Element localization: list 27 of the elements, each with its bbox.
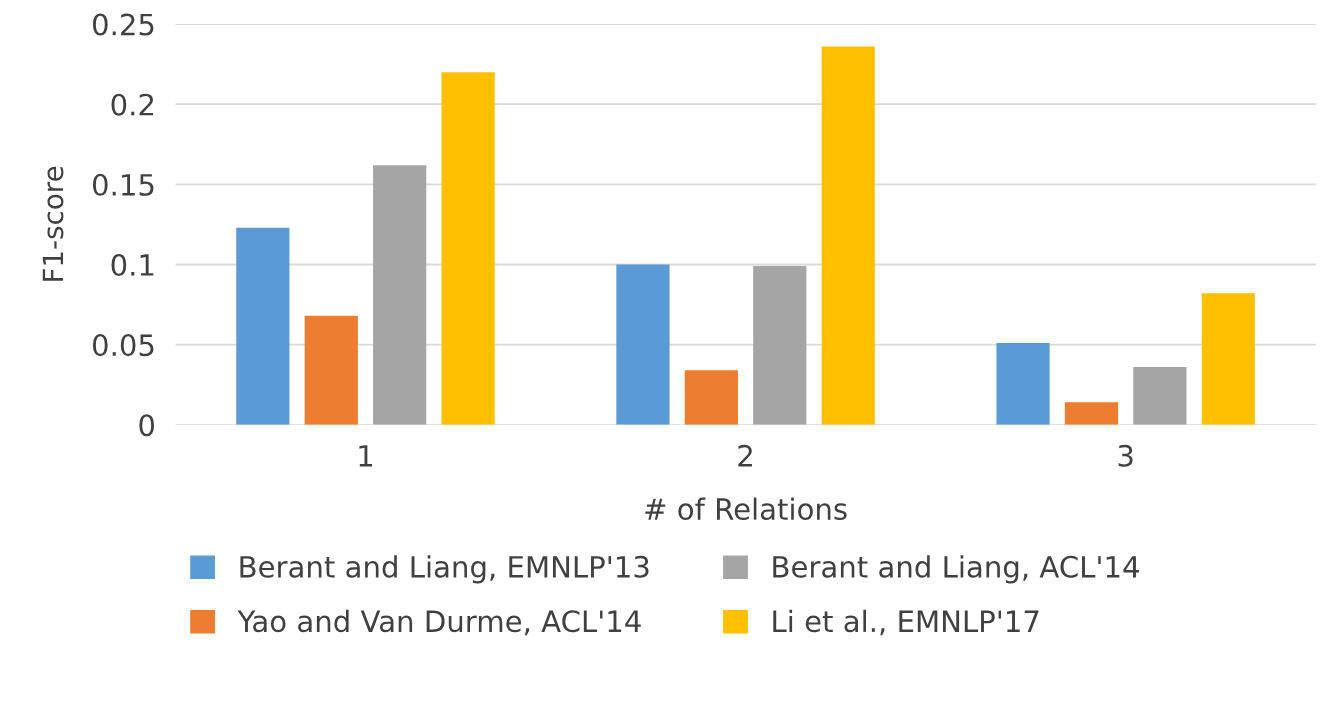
- bar: [1133, 367, 1187, 425]
- y-tick-label: 0.25: [92, 13, 154, 36]
- bar: [304, 315, 358, 425]
- y-axis-title: F1-score: [42, 166, 64, 281]
- bar: [684, 370, 738, 425]
- bar: [236, 227, 290, 425]
- legend-label: Berant and Liang, ACL'14: [773, 555, 1139, 584]
- y-tick-label: 0.2: [111, 93, 154, 116]
- bar: [1201, 293, 1255, 425]
- y-tick-label: 0.1: [111, 253, 154, 276]
- x-tick-label: 3: [1118, 444, 1133, 467]
- legend-label: Yao and Van Durme, ACL'14: [237, 609, 641, 636]
- x-tick-label: 1: [359, 445, 373, 467]
- x-axis-title: # of Relations: [645, 497, 847, 521]
- bar: [996, 343, 1050, 425]
- y-tick-label: 0: [139, 414, 155, 437]
- y-tick-label: 0.15: [92, 173, 154, 196]
- bar: [753, 266, 807, 425]
- bar: [821, 46, 875, 425]
- bar: [441, 72, 495, 425]
- y-tick-label: 0.05: [92, 334, 154, 357]
- legend-label: Li et al., EMNLP'17: [773, 609, 1039, 636]
- legend-label: Berant and Liang, EMNLP'13: [240, 555, 649, 584]
- x-tick-label: 2: [738, 444, 752, 467]
- bar: [1064, 402, 1119, 425]
- bar: [616, 264, 670, 425]
- bar: [373, 165, 427, 425]
